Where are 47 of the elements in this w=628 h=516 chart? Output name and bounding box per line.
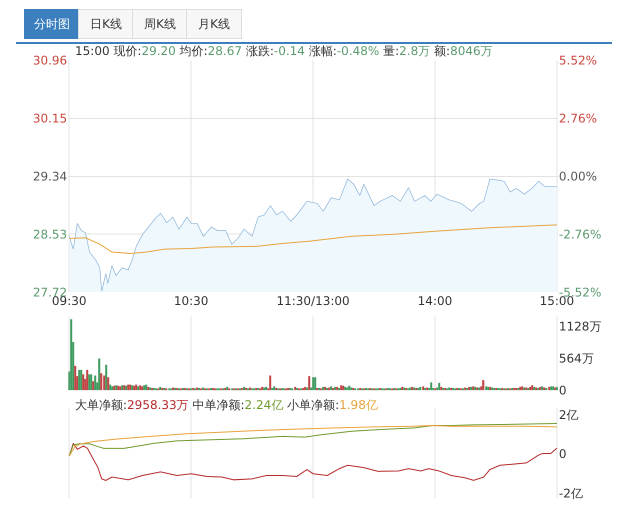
bar bbox=[105, 364, 108, 390]
bar bbox=[100, 373, 102, 390]
y-tick-label: 28.53 bbox=[32, 227, 68, 242]
bar bbox=[92, 381, 94, 390]
y2-tick-label: -2.76% bbox=[558, 227, 602, 242]
bar bbox=[94, 376, 96, 390]
bar bbox=[88, 374, 90, 390]
y-tick-label: 1128万 bbox=[558, 319, 602, 334]
bar bbox=[312, 377, 314, 390]
y-tick-label: 564万 bbox=[558, 351, 594, 366]
bar bbox=[107, 377, 110, 390]
bar bbox=[482, 380, 484, 390]
bar bbox=[74, 366, 76, 390]
bar bbox=[438, 382, 440, 390]
x-tick-label: 10:30 bbox=[174, 294, 208, 308]
bar bbox=[269, 376, 272, 390]
chart-title: 15:00 现价:29.20 均价:28.67 涨跌:-0.14 涨幅:-0.48% 量:2.8万 额:8046万 bbox=[75, 44, 493, 58]
y-tick-label: 29.34 bbox=[32, 169, 68, 184]
y-tick-label: 0 bbox=[558, 447, 567, 462]
bar bbox=[90, 374, 92, 390]
line-series bbox=[68, 224, 558, 254]
bar bbox=[314, 377, 316, 390]
chart-title: 大单净额:2958.33万 中单净额:2.24亿 小单净额:1.98亿 bbox=[75, 398, 378, 412]
y-tick-label: 2亿 bbox=[558, 408, 579, 422]
bar bbox=[308, 376, 310, 390]
y-tick-label: 0 bbox=[558, 384, 567, 398]
y-tick-label: 30.15 bbox=[32, 112, 68, 126]
y-tick-label: -2亿 bbox=[558, 486, 583, 501]
y2-tick-label: 2.76% bbox=[558, 112, 598, 126]
x-tick-label: 14:00 bbox=[418, 294, 452, 308]
bar bbox=[98, 358, 100, 390]
y-tick-label: 30.96 bbox=[32, 54, 68, 68]
text: 月K线 bbox=[198, 17, 230, 31]
bar bbox=[70, 319, 72, 390]
bar bbox=[430, 382, 432, 390]
text: 周K线 bbox=[144, 17, 176, 31]
line-series bbox=[68, 442, 558, 481]
text: 日K线 bbox=[90, 17, 122, 31]
y2-tick-label: 0.00% bbox=[558, 169, 598, 184]
y2-tick-label: 5.52% bbox=[558, 54, 598, 68]
bar bbox=[80, 370, 82, 390]
text: 分时图 bbox=[34, 17, 70, 31]
bar bbox=[103, 376, 106, 390]
bar bbox=[82, 374, 84, 390]
bar bbox=[78, 370, 80, 390]
bar bbox=[86, 370, 88, 390]
x-tick-label: 11:30/13:00 bbox=[276, 294, 350, 308]
